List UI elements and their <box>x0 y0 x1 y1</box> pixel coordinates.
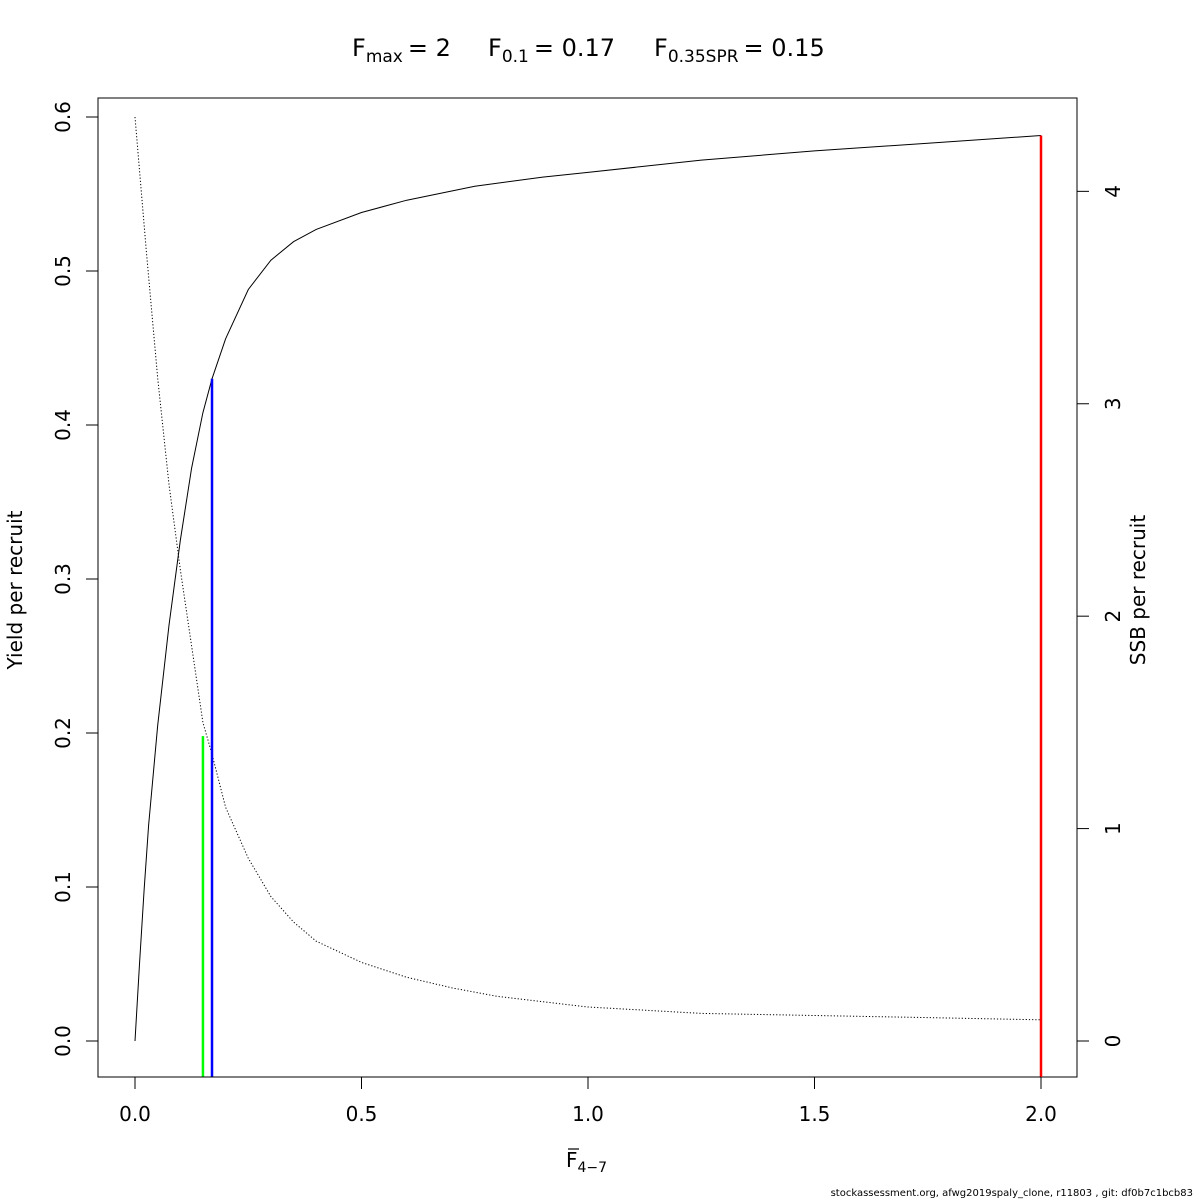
chart-title: Fmax = 2 F0.1 = 0.17 F0.35SPR = 0.15 <box>352 34 825 67</box>
y-axis-right: 0 1 2 3 4 <box>1076 185 1125 1048</box>
x-axis-label-text: F4−7 <box>566 1148 607 1176</box>
title-f01: F0.1 = 0.17 <box>488 34 615 67</box>
y-axis-label: Yield per recruit <box>3 510 27 670</box>
y2-axis-label: SSB per recruit <box>1126 515 1150 666</box>
reference-lines <box>201 135 1043 1077</box>
title-fspr: F0.35SPR = 0.15 <box>654 34 825 67</box>
series-layer <box>134 116 1042 1042</box>
y-tick-label: 0.1 <box>51 871 75 903</box>
y2-tick-label: 2 <box>1101 610 1125 623</box>
y-axis-left: 0.0 0.1 0.2 0.3 0.4 0.5 0.6 <box>51 101 99 1057</box>
y-tick-label: 0.2 <box>51 717 75 749</box>
y2-tick-label: 1 <box>1101 822 1125 835</box>
y2-tick-label: 4 <box>1101 185 1125 198</box>
y-tick-label: 0.4 <box>51 409 75 441</box>
y-tick-label: 0.3 <box>51 563 75 595</box>
x-tick-label: 0.5 <box>346 1102 378 1126</box>
x-tick-label: 1.0 <box>572 1102 604 1126</box>
title-fmax: Fmax = 2 <box>352 34 451 67</box>
y2-tick-label: 0 <box>1101 1035 1125 1048</box>
x-tick-label: 2.0 <box>1025 1102 1057 1126</box>
y-tick-label: 0.6 <box>51 101 75 133</box>
y2-tick-label: 3 <box>1101 397 1125 410</box>
x-tick-label: 0.0 <box>119 1102 151 1126</box>
footer-source: stockassessment.org, afwg2019spaly_clone… <box>831 1188 1193 1199</box>
y-tick-label: 0.0 <box>51 1025 75 1057</box>
y-tick-label: 0.5 <box>51 255 75 287</box>
x-tick-label: 1.5 <box>799 1102 831 1126</box>
x-axis-label: F4−7 <box>566 1148 607 1176</box>
yield-per-recruit-line <box>134 135 1042 1042</box>
x-axis: 0.0 0.5 1.0 1.5 2.0 <box>119 1076 1057 1126</box>
